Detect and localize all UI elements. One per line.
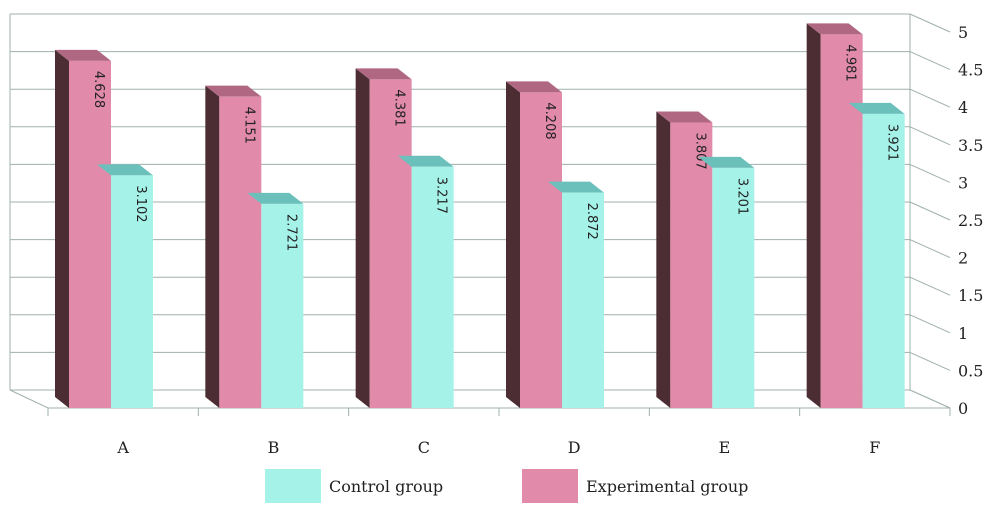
experimental-bar: [520, 92, 562, 409]
y-tick-label: 4.5: [958, 61, 983, 80]
experimental-bar: [820, 34, 863, 409]
y-tick-label: 0.5: [958, 361, 983, 380]
control-value-label: 3.201: [734, 178, 749, 215]
gridline-side: [909, 126, 951, 146]
experimental-bar: [670, 122, 713, 408]
experimental-value-label: 3.807: [692, 132, 707, 169]
legend-experimental-swatch: [522, 469, 578, 503]
control-bar-top: [848, 102, 905, 114]
legend-control: Control group: [265, 468, 443, 504]
experimental-value-label: 4.981: [843, 44, 858, 81]
gridline-side: [909, 351, 951, 371]
experimental-bar-side: [55, 49, 69, 409]
control-bar: [261, 203, 304, 408]
experimental-bar-side: [656, 111, 671, 408]
gridline-side: [909, 314, 951, 334]
gridline-side: [909, 163, 951, 183]
x-tick-label: A: [116, 438, 129, 457]
y-tick-label: 2.5: [958, 211, 983, 230]
experimental-bar-top: [806, 23, 863, 35]
x-tick-label: C: [418, 438, 430, 457]
gridline-side: [909, 51, 951, 71]
control-bar: [712, 167, 755, 408]
control-value-label: 3.102: [133, 185, 148, 222]
control-bar: [862, 113, 905, 409]
y-tick-label: 2: [958, 249, 968, 268]
y-tick-label: 0: [958, 399, 968, 418]
experimental-bar-top: [506, 81, 562, 93]
x-tick-label: E: [719, 438, 731, 457]
control-bar-top: [97, 164, 153, 176]
legend-control-swatch: [265, 469, 321, 503]
y-tick-label: 5: [958, 23, 968, 42]
control-value-label: 2.872: [584, 203, 599, 240]
gridline-side: [909, 239, 951, 259]
control-bar-top: [397, 155, 454, 167]
experimental-bar: [219, 96, 262, 409]
control-value-label: 3.217: [434, 177, 449, 214]
control-bar-top: [247, 192, 304, 204]
x-tick-label: B: [268, 438, 280, 457]
legend-experimental-label: Experimental group: [586, 476, 749, 496]
gridline-side: [909, 201, 951, 221]
y-tick-label: 1.5: [958, 286, 983, 305]
control-bar: [562, 192, 604, 408]
gridline-side: [909, 88, 951, 108]
x-tick-label: D: [568, 438, 581, 457]
experimental-bar-side: [355, 68, 370, 409]
control-bar: [411, 166, 454, 408]
legend-control-label: Control group: [329, 476, 444, 496]
experimental-value-label: 4.151: [241, 107, 256, 144]
control-bar: [111, 175, 153, 408]
legend-experimental: Experimental group: [522, 468, 748, 504]
control-value-label: 2.721: [283, 214, 298, 251]
y-tick-label: 1: [958, 324, 968, 343]
control-bar-top: [698, 156, 755, 168]
experimental-value-label: 4.208: [542, 102, 557, 139]
gridline-side: [909, 13, 951, 33]
experimental-bar: [369, 79, 412, 409]
experimental-bar-top: [205, 85, 262, 97]
experimental-value-label: 4.628: [91, 71, 106, 108]
experimental-bar-top: [55, 49, 111, 61]
experimental-bar-top: [656, 111, 713, 123]
y-tick-label: 3: [958, 173, 968, 192]
experimental-bar-side: [806, 23, 821, 409]
control-bar-top: [548, 181, 604, 193]
experimental-bar-side: [506, 81, 520, 409]
y-tick-label: 3.5: [958, 136, 983, 155]
x-tick-label: F: [869, 438, 880, 457]
experimental-bar-top: [355, 68, 412, 80]
gridline-side: [909, 276, 951, 296]
control-value-label: 3.921: [885, 124, 900, 161]
experimental-value-label: 4.381: [392, 89, 407, 126]
y-tick-label: 4: [958, 98, 968, 117]
experimental-bar: [69, 60, 111, 409]
experimental-bar-side: [205, 85, 220, 409]
